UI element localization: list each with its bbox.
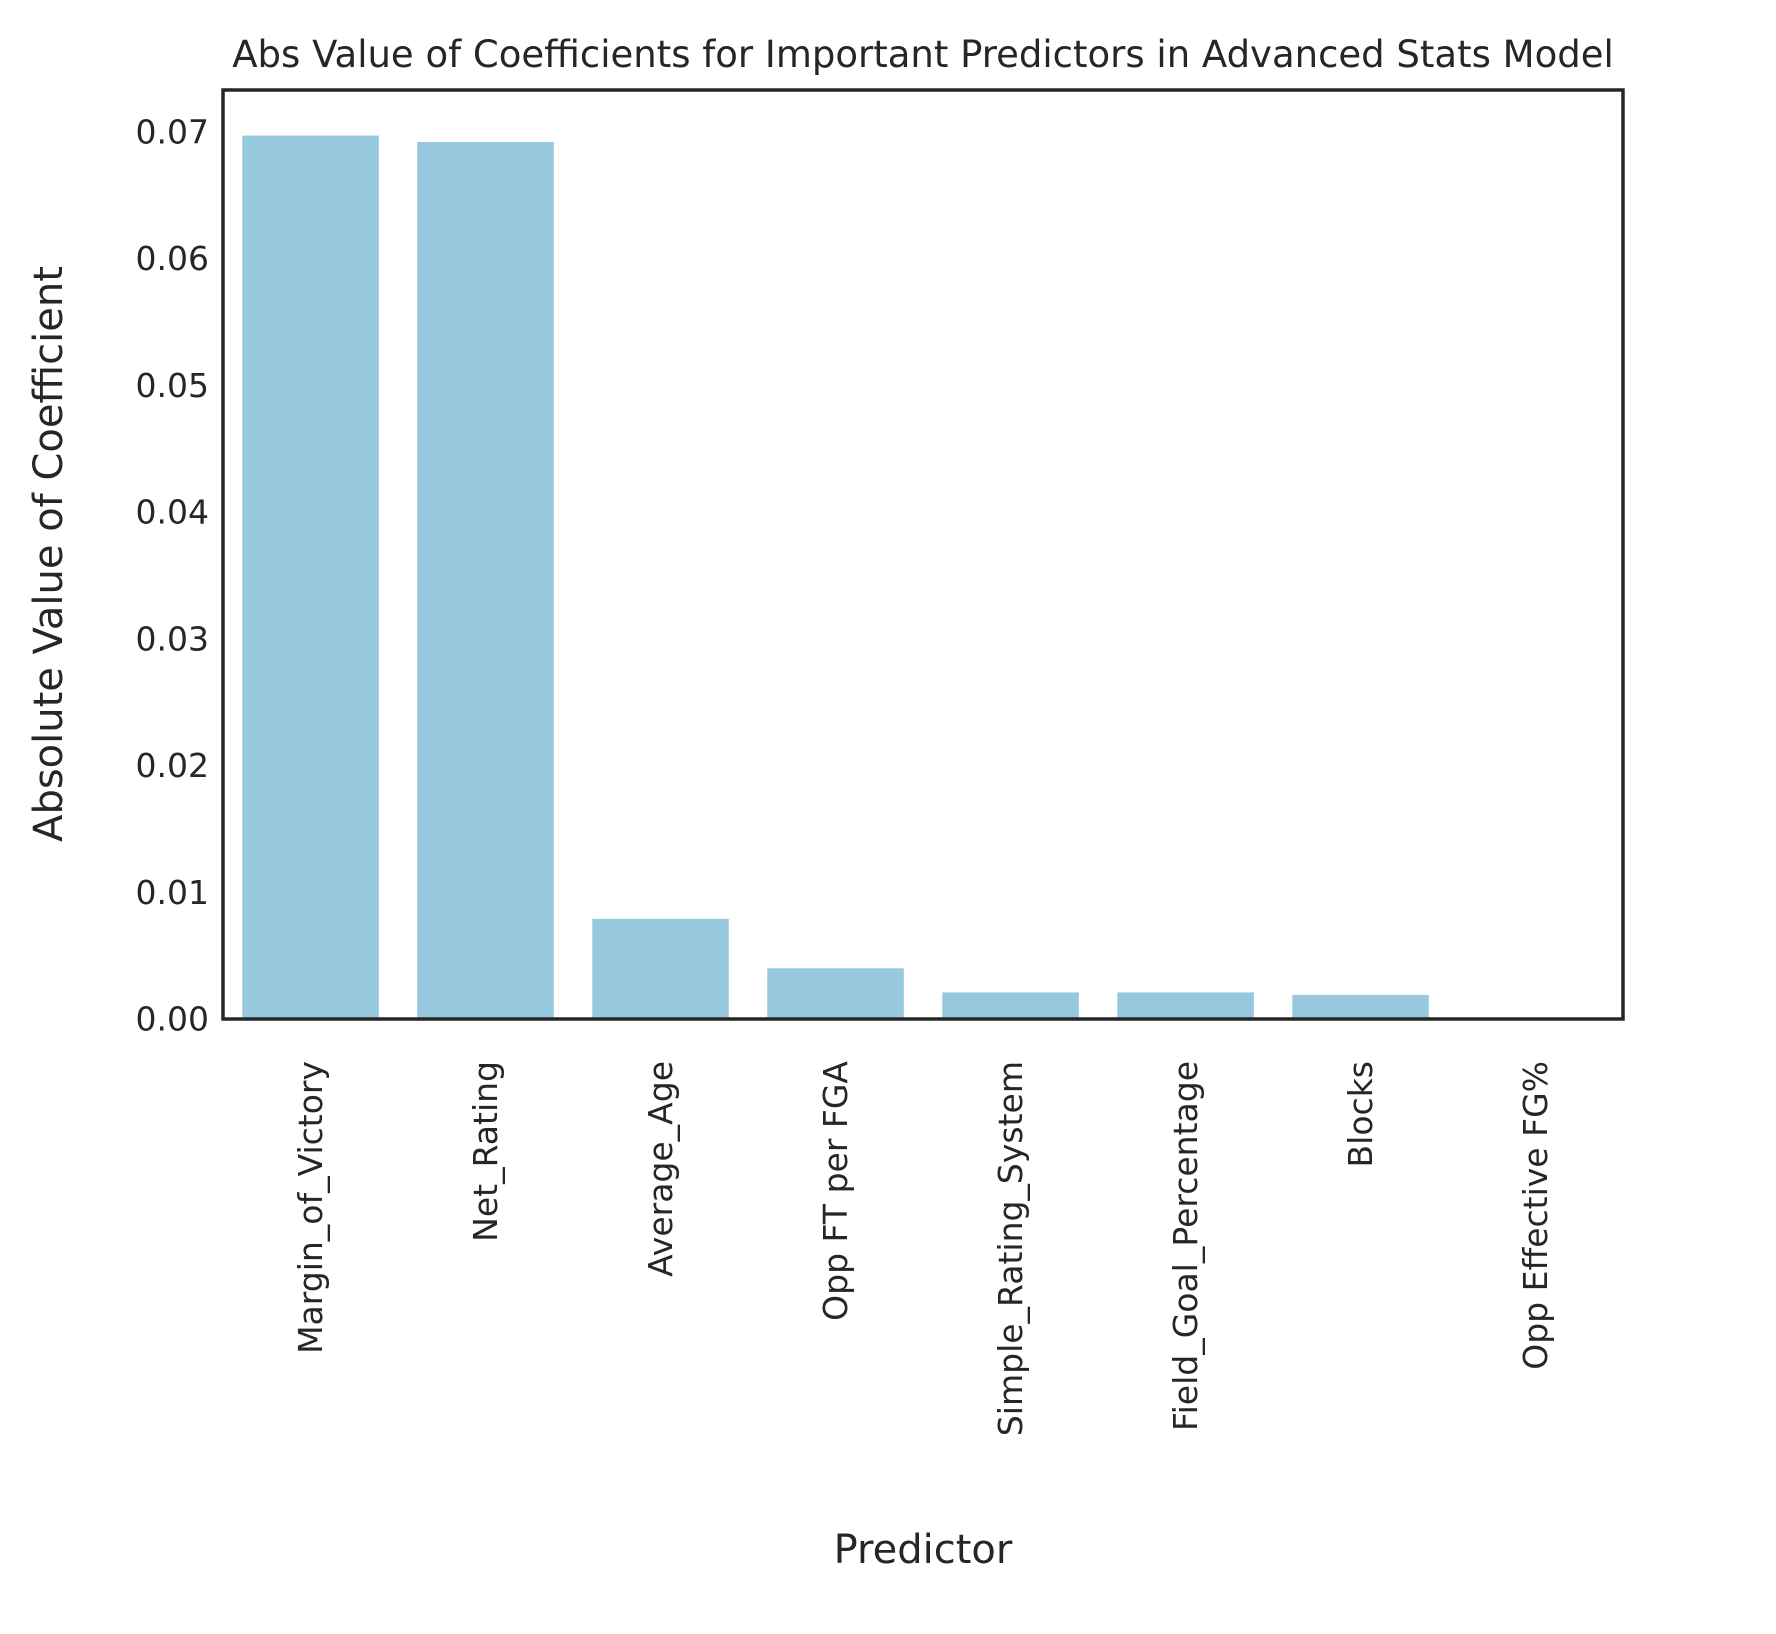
- plot-frame: [221, 88, 1625, 1021]
- bars-layer: [242, 135, 1429, 1020]
- bar-field-goal-percentage: [1117, 992, 1254, 1019]
- bar-average-age: [592, 918, 729, 1019]
- x-axis-ticks: Margin_of_Victory Net_Rating Average_Age Op…: [291, 1061, 1555, 1437]
- x-tick-label: Net_Rating: [466, 1061, 505, 1242]
- bar-margin-of-victory: [242, 135, 379, 1020]
- x-tick-label: Simple_Rating_System: [991, 1061, 1030, 1436]
- x-tick-label: Blocks: [1341, 1061, 1380, 1167]
- y-axis-label: Absolute Value of Coefficient: [26, 266, 72, 842]
- bar-opp-ft-per-fga: [767, 968, 904, 1019]
- bar-blocks: [1292, 994, 1429, 1019]
- x-tick-label: Margin_of_Victory: [291, 1061, 330, 1354]
- y-tick-label: 0.04: [136, 493, 209, 532]
- x-tick-label: Opp FT per FGA: [816, 1061, 855, 1321]
- y-tick-label: 0.06: [136, 239, 209, 278]
- x-tick-label: Field_Goal_Percentage: [1166, 1061, 1205, 1431]
- y-tick-label: 0.03: [136, 619, 209, 658]
- x-tick-label: Average_Age: [641, 1061, 680, 1277]
- x-tick-label: Opp Effective FG%: [1516, 1061, 1555, 1370]
- bar-simple-rating-system: [942, 992, 1079, 1019]
- y-tick-label: 0.05: [136, 366, 209, 405]
- x-axis-label: Predictor: [834, 1527, 1013, 1573]
- y-tick-label: 0.00: [136, 1000, 209, 1039]
- chart-title: Abs Value of Coefficients for Important …: [232, 33, 1613, 76]
- y-tick-label: 0.07: [136, 112, 209, 151]
- y-tick-label: 0.01: [136, 873, 209, 912]
- y-axis-ticks: 0.00 0.01 0.02 0.03 0.04 0.05 0.06 0.07: [136, 112, 209, 1038]
- bar-net-rating: [417, 142, 554, 1019]
- y-tick-label: 0.02: [136, 746, 209, 785]
